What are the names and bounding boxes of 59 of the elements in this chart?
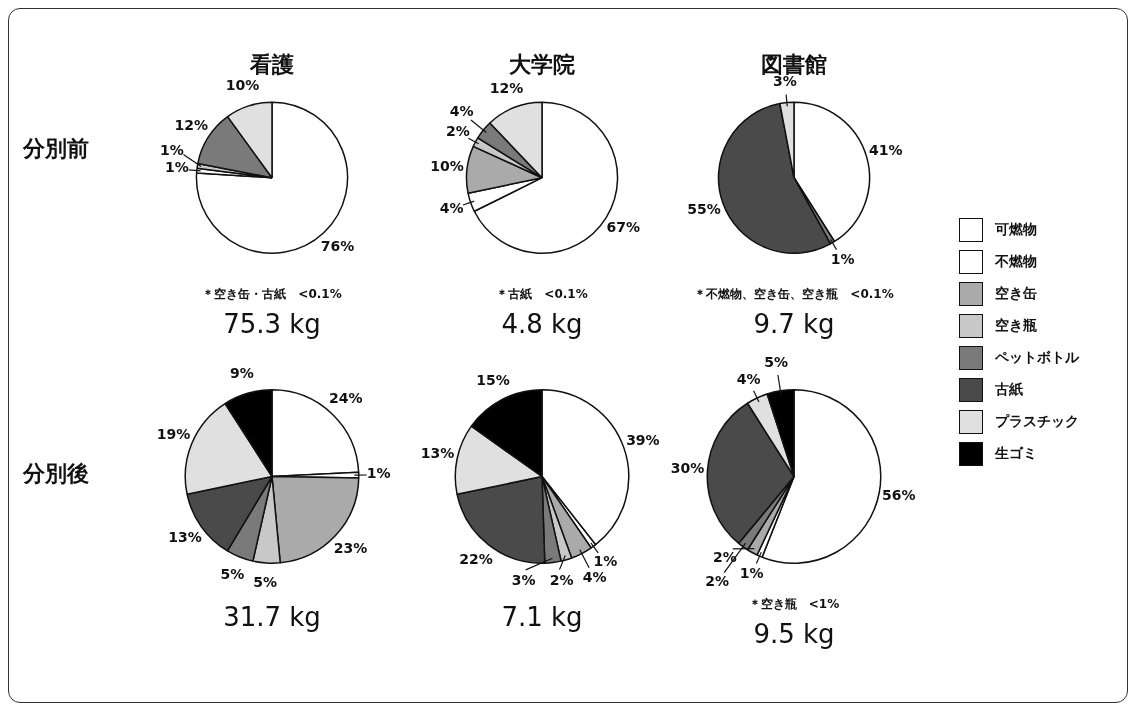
data-label: 10% xyxy=(225,77,260,94)
data-label: 1% xyxy=(830,250,855,267)
data-label: 5% xyxy=(220,566,245,583)
data-label: 24% xyxy=(328,389,363,406)
data-label: 4% xyxy=(736,370,761,387)
data-label: 15% xyxy=(476,372,510,389)
data-label: 4% xyxy=(439,199,464,216)
data-label: 5% xyxy=(764,353,788,370)
data-label: 2% xyxy=(705,572,730,589)
data-label: 13% xyxy=(168,529,202,546)
data-label: 1% xyxy=(593,553,618,570)
legend-label: 生ゴミ xyxy=(995,445,1037,463)
data-label: 23% xyxy=(333,539,368,556)
data-label: 2% xyxy=(549,572,574,589)
data-label: 4% xyxy=(582,569,607,586)
data-label: 3% xyxy=(511,572,536,589)
data-label: 4% xyxy=(449,103,474,120)
data-label: 1% xyxy=(366,465,391,482)
legend-label: ペットボトル xyxy=(995,349,1079,367)
text: 分別前 xyxy=(23,135,89,163)
data-label: 5% xyxy=(253,573,278,590)
data-label: 1% xyxy=(739,565,764,582)
text: ＊古紙 <0.1% xyxy=(496,287,588,301)
data-label: 13% xyxy=(420,445,455,462)
data-label: 12% xyxy=(489,79,524,96)
data-label: 1% xyxy=(164,159,189,176)
data-label: 56% xyxy=(882,487,916,504)
legend-label: 空き瓶 xyxy=(995,317,1037,335)
data-label: 30% xyxy=(670,460,705,477)
text: 4.8 kg xyxy=(500,309,584,339)
text: 31.7 kg xyxy=(222,602,322,632)
legend-label: プラスチック xyxy=(995,413,1079,431)
data-label: 2% xyxy=(445,123,470,140)
data-label: 55% xyxy=(687,200,721,217)
data-label: 9% xyxy=(230,364,254,381)
text: 75.3 kg xyxy=(222,309,322,339)
data-label: 39% xyxy=(626,432,660,449)
data-label: 12% xyxy=(174,117,209,134)
legend-label: 不燃物 xyxy=(995,253,1037,271)
data-label: 2% xyxy=(713,548,737,565)
data-label: 19% xyxy=(156,425,191,442)
legend-label: 可燃物 xyxy=(995,221,1037,239)
text: 9.7 kg xyxy=(752,309,836,339)
text: ＊空き缶・古紙 <0.1% xyxy=(201,286,343,303)
data-label: 1% xyxy=(159,142,184,159)
text: 分別後 xyxy=(23,460,89,488)
data-label: 10% xyxy=(430,157,464,174)
legend-label: 空き缶 xyxy=(995,285,1037,303)
text: ＊空き瓶 <1% xyxy=(747,596,841,613)
chart-title: 看護 xyxy=(249,51,294,77)
text: 7.1 kg xyxy=(500,602,584,632)
legend-label: 古紙 xyxy=(995,381,1023,399)
text: ＊不燃物、空き缶、空き瓶 <0.1% xyxy=(693,286,895,303)
text: 9.5 kg xyxy=(752,619,836,649)
data-label: 67% xyxy=(606,218,640,235)
data-label: 22% xyxy=(459,551,493,568)
data-label: 41% xyxy=(869,141,903,158)
data-label: 76% xyxy=(320,237,355,254)
chart-title: 大学院 xyxy=(509,51,575,77)
